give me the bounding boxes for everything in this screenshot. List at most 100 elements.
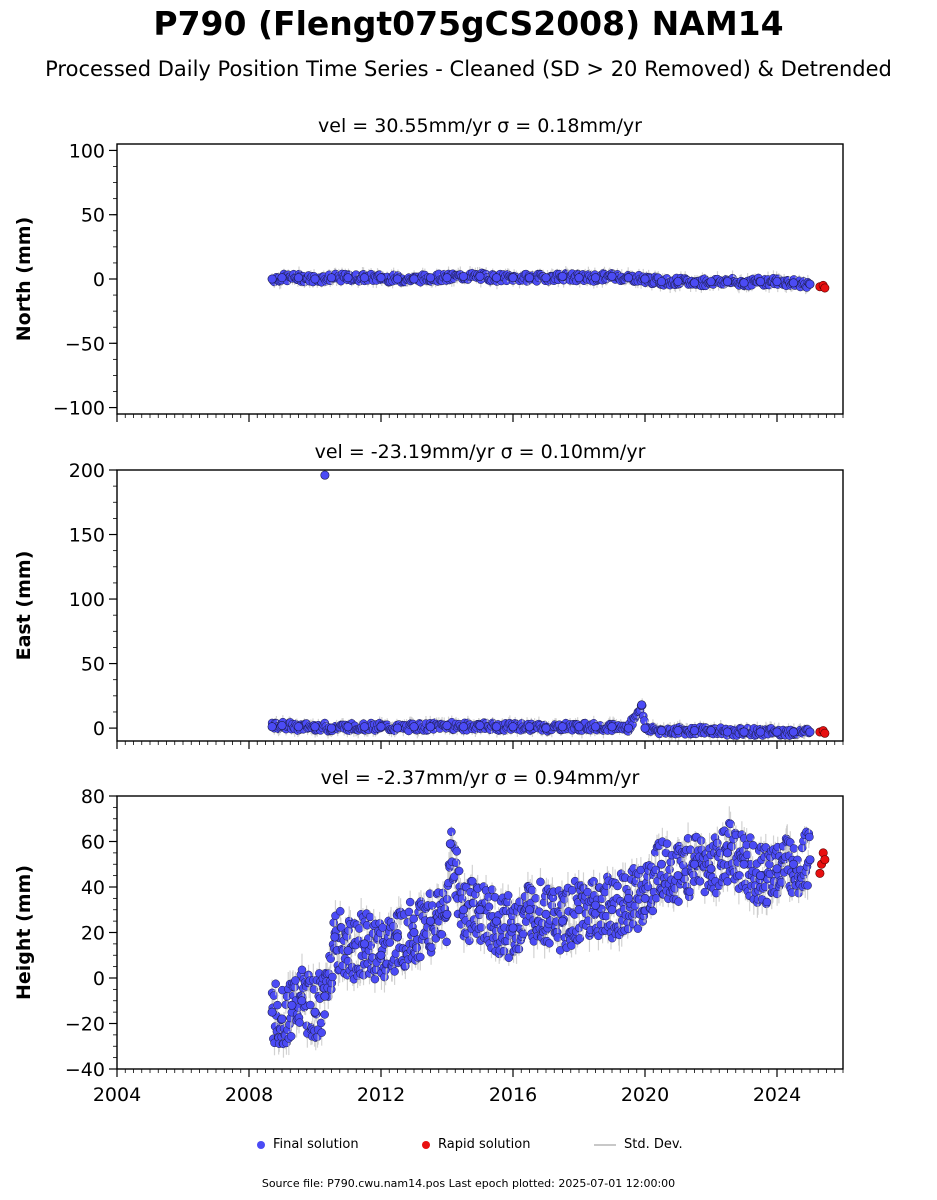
final-point-north bbox=[722, 277, 732, 287]
final-point-height bbox=[722, 848, 732, 858]
y-tick-label-east: 50 bbox=[81, 654, 105, 676]
final-point-east bbox=[722, 727, 732, 737]
legend: Final solution Rapid solution Std. Dev. bbox=[0, 1137, 937, 1157]
final-texture-point-height bbox=[633, 924, 643, 933]
final-point-east bbox=[392, 723, 402, 733]
legend-rapid-label: Rapid solution bbox=[438, 1137, 531, 1152]
final-point-height bbox=[287, 1000, 297, 1010]
final-point-height bbox=[788, 859, 798, 869]
final-point-height bbox=[623, 893, 633, 903]
final-point-east bbox=[640, 723, 650, 733]
final-texture-point-height bbox=[437, 930, 447, 939]
final-point-north bbox=[277, 273, 287, 283]
final-texture-point-height bbox=[745, 833, 755, 842]
final-texture-point-height bbox=[365, 912, 375, 922]
final-point-north bbox=[425, 273, 435, 283]
final-texture-point-height bbox=[685, 887, 695, 896]
final-point-north bbox=[409, 274, 419, 284]
y-tick-label-height: 0 bbox=[93, 968, 105, 990]
final-texture-point-height bbox=[286, 1032, 296, 1041]
source-footer: Source file: P790.cwu.nam14.pos Last epo… bbox=[261, 1177, 676, 1190]
final-point-height bbox=[706, 864, 716, 874]
final-texture-point-height bbox=[328, 972, 337, 982]
final-texture-point-height bbox=[271, 979, 280, 989]
final-point-height bbox=[310, 1007, 320, 1017]
y-tick-label-east: 150 bbox=[69, 525, 105, 547]
final-texture-point-height bbox=[385, 938, 395, 947]
final-point-east bbox=[656, 726, 666, 736]
final-texture-point-height bbox=[295, 1018, 304, 1027]
final-point-height bbox=[343, 946, 353, 956]
final-texture-point-height bbox=[527, 885, 537, 895]
x-tick-label: 2020 bbox=[621, 1084, 669, 1106]
final-point-height bbox=[656, 859, 666, 869]
rapid-point-east bbox=[820, 728, 830, 738]
final-texture-point-height bbox=[503, 891, 513, 900]
y-axis-label-east: East (mm) bbox=[13, 551, 35, 661]
final-point-north bbox=[442, 273, 452, 283]
final-point-height bbox=[689, 859, 699, 869]
final-point-east bbox=[293, 722, 303, 732]
final-texture-point-height bbox=[291, 976, 300, 985]
final-point-east bbox=[475, 721, 485, 731]
figure-title: P790 (Flengt075gCS2008) NAM14 bbox=[153, 4, 784, 43]
y-tick-label-height: 80 bbox=[81, 786, 105, 808]
final-point-east bbox=[267, 722, 277, 732]
final-point-east bbox=[788, 727, 798, 737]
final-texture-point-height bbox=[695, 877, 705, 886]
final-point-east bbox=[376, 722, 386, 732]
final-point-height bbox=[475, 905, 485, 915]
final-point-north bbox=[458, 271, 468, 281]
final-texture-point-height bbox=[317, 1028, 326, 1037]
final-texture-point-height bbox=[416, 952, 425, 962]
final-texture-point-height bbox=[700, 887, 710, 897]
y-tick-label-height: 60 bbox=[81, 832, 105, 854]
y-tick-label-height: 40 bbox=[81, 877, 105, 899]
final-point-height bbox=[557, 916, 567, 926]
axes-frame-north bbox=[116, 143, 844, 415]
final-point-height bbox=[458, 905, 468, 915]
final-texture-point-height bbox=[484, 902, 494, 912]
final-point-north bbox=[607, 271, 617, 281]
final-point-east bbox=[409, 722, 419, 732]
final-point-east bbox=[689, 726, 699, 736]
final-point-east bbox=[425, 722, 435, 732]
final-texture-point-height bbox=[452, 847, 462, 856]
final-point-east bbox=[320, 470, 330, 480]
final-texture-point-height bbox=[514, 944, 524, 954]
final-point-height bbox=[330, 932, 340, 942]
final-point-east bbox=[524, 722, 534, 732]
final-point-height bbox=[359, 939, 369, 949]
final-point-height bbox=[607, 905, 617, 915]
y-tick-label-north: 50 bbox=[81, 205, 105, 227]
final-point-height bbox=[640, 893, 650, 903]
rapid-point-height bbox=[820, 855, 830, 865]
final-texture-point-height bbox=[726, 819, 735, 829]
legend-std-line bbox=[594, 1143, 616, 1146]
axes-frame-east bbox=[116, 469, 844, 742]
final-texture-point-height bbox=[335, 906, 345, 916]
y-axis-label-height: Height (mm) bbox=[13, 865, 35, 1000]
x-tick-label: 2024 bbox=[753, 1084, 801, 1106]
legend-item-final: Final solution bbox=[257, 1137, 359, 1152]
final-texture-point-height bbox=[320, 1010, 329, 1019]
final-point-height bbox=[508, 923, 518, 933]
final-point-east bbox=[805, 727, 815, 737]
y-tick-label-height: −40 bbox=[65, 1059, 105, 1081]
final-texture-point-height bbox=[723, 877, 732, 886]
figure-subtitle: Processed Daily Position Time Series - C… bbox=[45, 57, 892, 81]
final-texture-point-height bbox=[504, 953, 514, 962]
final-point-height bbox=[574, 905, 584, 915]
final-point-north bbox=[392, 274, 402, 284]
final-point-north bbox=[491, 273, 501, 283]
final-texture-point-height bbox=[567, 886, 577, 895]
final-texture-point-height bbox=[409, 914, 418, 924]
rapid-point-north bbox=[820, 283, 830, 293]
final-point-north bbox=[343, 273, 353, 283]
final-texture-point-height bbox=[428, 901, 437, 910]
y-tick-label-north: −100 bbox=[53, 398, 105, 420]
final-texture-point-height bbox=[601, 911, 611, 921]
final-texture-point-height bbox=[789, 844, 799, 853]
final-point-height bbox=[673, 871, 683, 881]
x-tick-label: 2008 bbox=[225, 1084, 273, 1106]
